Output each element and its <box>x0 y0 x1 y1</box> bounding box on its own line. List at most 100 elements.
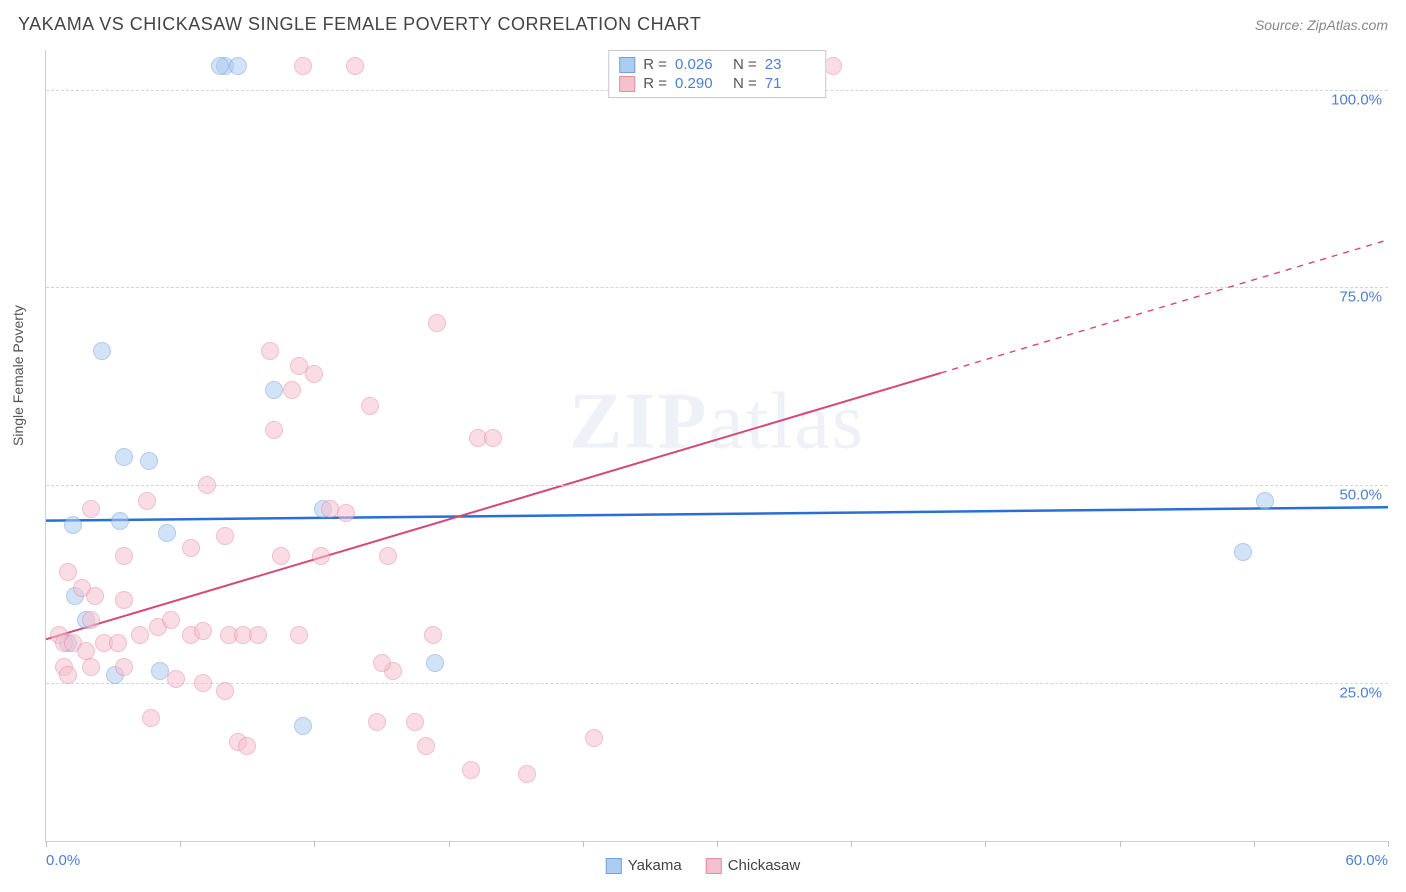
gridline-h <box>46 683 1388 684</box>
ytick-label: 25.0% <box>1339 684 1382 701</box>
scatter-point <box>115 547 133 565</box>
scatter-point <box>111 512 129 530</box>
scatter-point <box>86 587 104 605</box>
source-attribution: Source: ZipAtlas.com <box>1255 17 1388 33</box>
scatter-point <box>426 654 444 672</box>
scatter-point <box>162 611 180 629</box>
legend-label: Chickasaw <box>728 857 801 874</box>
series-legend: Yakama Chickasaw <box>606 857 800 874</box>
r-value: 0.026 <box>675 56 725 73</box>
scatter-point <box>294 57 312 75</box>
scatter-point <box>229 57 247 75</box>
legend-swatch <box>606 858 622 874</box>
r-value: 0.290 <box>675 75 725 92</box>
legend-label: Yakama <box>628 857 682 874</box>
legend-row: R =0.290N =71 <box>619 74 815 93</box>
scatter-point <box>1234 543 1252 561</box>
n-value: 23 <box>765 56 815 73</box>
scatter-point <box>109 634 127 652</box>
scatter-point <box>115 448 133 466</box>
chart-header: YAKAMA VS CHICKASAW SINGLE FEMALE POVERT… <box>18 14 1388 35</box>
legend-item: Chickasaw <box>706 857 801 874</box>
scatter-point <box>294 717 312 735</box>
gridline-h <box>46 485 1388 486</box>
scatter-point <box>115 658 133 676</box>
source-name: ZipAtlas.com <box>1307 17 1388 33</box>
xtick-label: 0.0% <box>46 852 80 869</box>
scatter-point <box>142 709 160 727</box>
scatter-point <box>585 729 603 747</box>
n-label: N = <box>733 56 757 73</box>
gridline-h <box>46 287 1388 288</box>
chart-title: YAKAMA VS CHICKASAW SINGLE FEMALE POVERT… <box>18 14 701 35</box>
scatter-point <box>337 504 355 522</box>
scatter-point <box>211 57 229 75</box>
legend-swatch <box>619 76 635 92</box>
scatter-point <box>462 761 480 779</box>
legend-swatch <box>619 57 635 73</box>
scatter-point <box>368 713 386 731</box>
y-axis-label: Single Female Poverty <box>10 305 26 446</box>
scatter-point <box>158 524 176 542</box>
xtick <box>1120 841 1121 847</box>
scatter-point <box>424 626 442 644</box>
scatter-point <box>59 666 77 684</box>
scatter-point <box>93 342 111 360</box>
r-label: R = <box>643 56 667 73</box>
ytick-label: 75.0% <box>1339 289 1382 306</box>
legend-row: R = 0.026 N = 23 <box>619 55 815 74</box>
scatter-point <box>194 674 212 692</box>
scatter-point <box>216 682 234 700</box>
scatter-point <box>373 654 391 672</box>
xtick <box>717 841 718 847</box>
xtick <box>985 841 986 847</box>
xtick <box>1254 841 1255 847</box>
scatter-point <box>194 622 212 640</box>
regression-solid <box>46 507 1388 520</box>
scatter-point <box>167 670 185 688</box>
scatter-point <box>428 314 446 332</box>
scatter-point <box>82 658 100 676</box>
scatter-point <box>115 591 133 609</box>
legend-swatch <box>706 858 722 874</box>
xtick-label: 60.0% <box>1345 852 1388 869</box>
scatter-point <box>312 547 330 565</box>
scatter-point <box>131 626 149 644</box>
regression-lines <box>46 50 1388 841</box>
scatter-point <box>379 547 397 565</box>
xtick <box>314 841 315 847</box>
scatter-point <box>82 500 100 518</box>
scatter-point <box>518 765 536 783</box>
scatter-point <box>265 421 283 439</box>
scatter-point <box>1256 492 1274 510</box>
scatter-point <box>261 342 279 360</box>
scatter-plot: ZIPatlas R =0.026N =23R =0.290N =71 25.0… <box>45 50 1388 842</box>
scatter-point <box>283 381 301 399</box>
scatter-point <box>82 611 100 629</box>
legend-item: Yakama <box>606 857 682 874</box>
scatter-point <box>265 381 283 399</box>
xtick <box>851 841 852 847</box>
scatter-point <box>59 563 77 581</box>
xtick <box>180 841 181 847</box>
scatter-point <box>484 429 502 447</box>
scatter-point <box>238 737 256 755</box>
regression-dashed <box>941 240 1388 373</box>
ytick-label: 100.0% <box>1331 91 1382 108</box>
scatter-point <box>346 57 364 75</box>
scatter-point <box>182 539 200 557</box>
r-label: R = <box>643 75 667 92</box>
n-value: 71 <box>765 75 815 92</box>
source-prefix: Source: <box>1255 17 1307 33</box>
correlation-legend: R = 0.026 N = 23R = 0.290 N = 71 <box>608 50 826 98</box>
scatter-point <box>406 713 424 731</box>
xtick <box>583 841 584 847</box>
scatter-point <box>361 397 379 415</box>
xtick <box>1388 841 1389 847</box>
scatter-point <box>305 365 323 383</box>
scatter-point <box>272 547 290 565</box>
xtick <box>46 841 47 847</box>
scatter-point <box>321 500 339 518</box>
scatter-point <box>824 57 842 75</box>
scatter-point <box>216 527 234 545</box>
